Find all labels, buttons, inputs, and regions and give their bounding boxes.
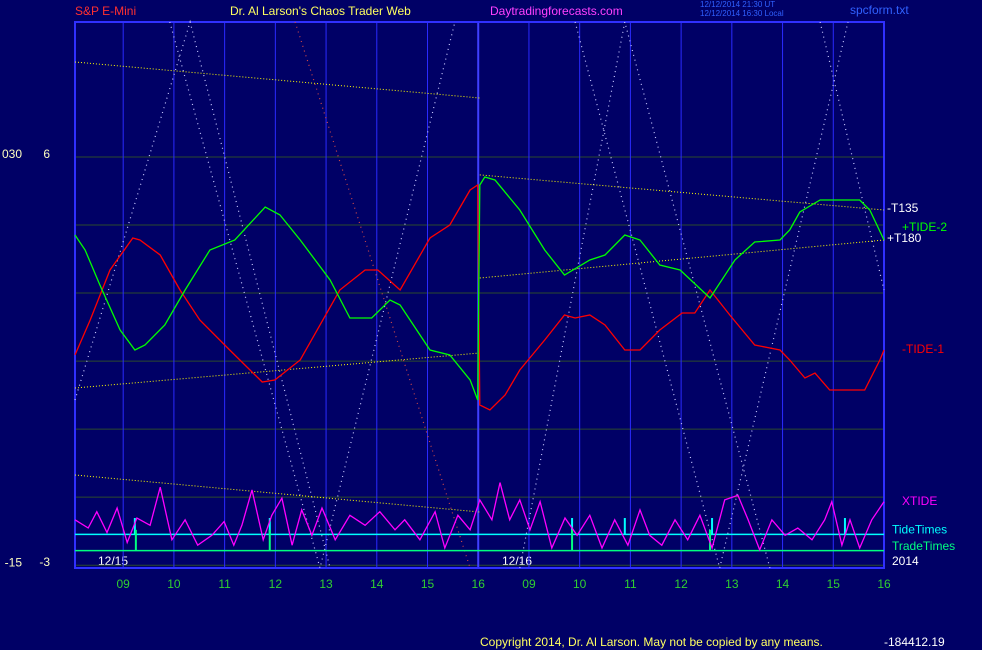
x-tick-label: 13 — [319, 577, 333, 591]
x-tick-label: 13 — [725, 577, 739, 591]
x-tick-label: 12 — [269, 577, 283, 591]
y2-tick-label: -3 — [39, 555, 50, 569]
x-tick-label: 15 — [421, 577, 435, 591]
y-tick-label: 030 — [2, 147, 22, 161]
date-label: 12/15 — [98, 554, 128, 568]
x-tick-label: 09 — [117, 577, 131, 591]
legend-label: TradeTimes — [892, 539, 955, 553]
series-label: +TIDE-2 — [902, 220, 947, 234]
x-tick-label: 14 — [776, 577, 790, 591]
timestamp: 12/12/2014 16:30 Local — [700, 9, 784, 18]
timestamp: 12/12/2014 21:30 UT — [700, 0, 775, 9]
x-tick-label: 16 — [472, 577, 486, 591]
series-label: -TIDE-1 — [902, 342, 944, 356]
chart-title: S&P E-Mini — [75, 4, 136, 18]
x-tick-label: 12 — [674, 577, 688, 591]
x-tick-label: 11 — [218, 577, 231, 591]
x-tick-label: 10 — [167, 577, 181, 591]
trend-label: +T180 — [887, 231, 922, 245]
plot-frame — [74, 21, 885, 569]
x-tick-label: 14 — [370, 577, 384, 591]
site-name: Daytradingforecasts.com — [490, 4, 623, 18]
y-tick-label: -15 — [5, 555, 23, 569]
series-label: XTIDE — [902, 494, 937, 508]
series-line — [74, 183, 885, 411]
readout: -184412.19 — [884, 635, 945, 649]
chart-subtitle: Dr. Al Larson's Chaos Trader Web — [230, 4, 411, 18]
x-tick-label: 09 — [522, 577, 536, 591]
x-tick-label: 10 — [573, 577, 587, 591]
date-label: 12/16 — [502, 554, 532, 568]
series-line — [74, 176, 885, 401]
cycle-line — [74, 19, 331, 569]
x-tick-label: 15 — [827, 577, 841, 591]
x-tick-label: 11 — [624, 577, 637, 591]
cycle-line — [294, 21, 471, 569]
y2-tick-label: 6 — [43, 147, 50, 161]
cycle-line — [819, 21, 885, 291]
trend-label: -T135 — [887, 201, 919, 215]
legend-label: TideTimes — [892, 523, 947, 537]
copyright: Copyright 2014, Dr. Al Larson. May not b… — [480, 635, 823, 649]
series-line — [74, 482, 885, 552]
year-label: 2014 — [892, 554, 919, 568]
file-name: spcform.txt — [850, 3, 909, 17]
cycle-line — [519, 21, 771, 569]
x-tick-label: 16 — [877, 577, 891, 591]
